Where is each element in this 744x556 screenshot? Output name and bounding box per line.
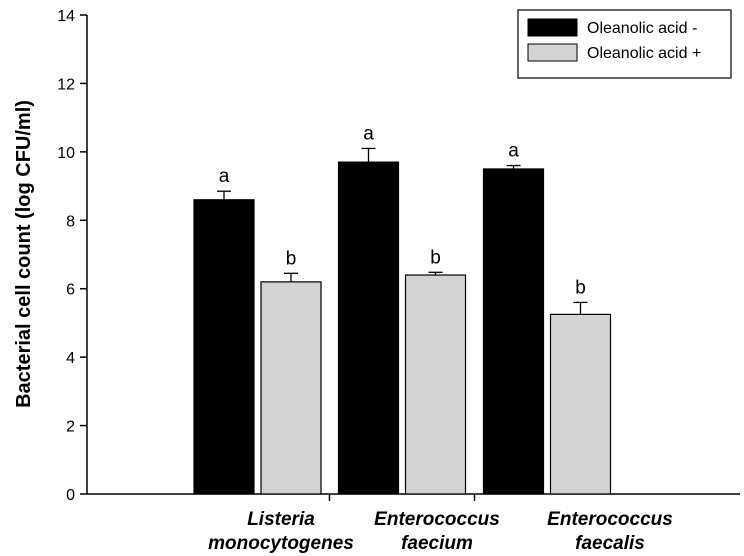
significance-label: b [286, 248, 297, 269]
y-tick-label: 8 [66, 213, 75, 230]
legend-swatch [527, 18, 578, 37]
bar-oleanolic-plus [549, 313, 612, 495]
significance-label: a [508, 141, 519, 162]
significance-label: a [363, 123, 374, 144]
y-tick-label: 0 [66, 487, 75, 504]
y-tick-label: 12 [57, 76, 75, 93]
legend-label: Oleanolic acid - [587, 20, 697, 37]
x-category-labels: Listeria monocytogenes Enterococcus faecium… [208, 494, 673, 554]
x-category-label: faecalis [575, 533, 645, 554]
x-category-label: faecium [401, 533, 473, 554]
y-tick-label: 10 [57, 145, 75, 162]
significance-label: b [575, 277, 586, 298]
legend: Oleanolic acid - Oleanolic acid + [517, 9, 732, 79]
bars: a a a b b b [193, 123, 612, 495]
bar-oleanolic-plus [404, 274, 467, 495]
significance-label: b [430, 247, 441, 268]
y-ticks: 0 2 4 6 8 10 12 14 [57, 8, 87, 504]
bar-oleanolic-minus [193, 199, 255, 495]
legend-swatch [527, 43, 578, 62]
bar-oleanolic-plus [260, 281, 322, 495]
bar-oleanolic-minus [337, 161, 400, 495]
bar-oleanolic-minus [482, 168, 545, 495]
y-axis-label: Bacterial cell count (log CFU/ml) [13, 100, 35, 408]
significance-label: a [219, 166, 230, 187]
x-category-label: Listeria [247, 509, 315, 530]
y-tick-label: 14 [57, 8, 75, 25]
y-tick-label: 2 [66, 419, 75, 436]
y-tick-label: 6 [66, 282, 75, 299]
legend-label: Oleanolic acid + [587, 45, 701, 62]
y-tick-label: 4 [66, 350, 75, 367]
x-category-label: monocytogenes [208, 533, 354, 554]
x-category-label: Enterococcus [374, 509, 500, 530]
x-category-label: Enterococcus [547, 509, 673, 530]
